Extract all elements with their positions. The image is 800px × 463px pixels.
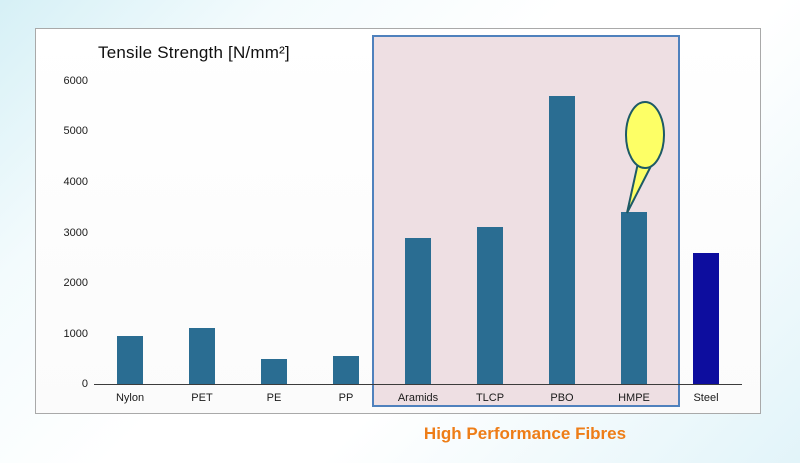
y-tick-label: 1000: [63, 328, 88, 340]
bar-hmpe: [621, 212, 647, 384]
highlight-caption: High Performance Fibres: [423, 424, 627, 443]
y-tick-label: 6000: [63, 75, 88, 87]
x-tick-label: PET: [191, 392, 213, 404]
bar-pet: [189, 328, 215, 384]
plot-area: Nylon PET PE PP Aramids TLCP PBO HMPE Steel: [94, 81, 742, 404]
y-tick-label: 5000: [63, 125, 88, 137]
x-tick-label: Nylon: [115, 392, 145, 404]
chart-panel: Tensile Strength [N/mm²] Nylon PET PE PP Ara…: [35, 28, 761, 414]
y-tick-label: 0: [81, 378, 88, 390]
y-tick-label: 4000: [63, 176, 88, 188]
bar-nylon: [117, 336, 143, 384]
bar-pp: [333, 356, 359, 384]
callout-balloon-icon: [625, 101, 665, 214]
x-tick-label: PBO: [550, 392, 574, 404]
callout-ellipse: [625, 101, 665, 169]
bar-aramids: [405, 238, 431, 384]
bar-tlcp: [477, 227, 503, 384]
callout-tail: [626, 161, 653, 214]
bar-pbo: [549, 96, 575, 384]
x-tick-label: TLCP: [475, 392, 505, 404]
y-tick-label: 3000: [63, 227, 88, 239]
x-tick-label: PE: [266, 392, 282, 404]
x-tick-label: Aramids: [397, 392, 439, 404]
y-tick-label: 2000: [63, 277, 88, 289]
x-tick-label: HMPE: [618, 392, 650, 404]
chart-title: Tensile Strength [N/mm²]: [98, 43, 290, 62]
bar-pe: [261, 359, 287, 384]
bar-steel: [693, 253, 719, 384]
x-tick-label: PP: [338, 392, 354, 404]
x-tick-label: Steel: [693, 392, 719, 404]
